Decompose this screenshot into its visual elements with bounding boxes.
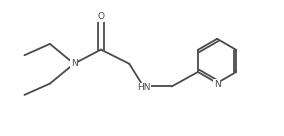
Text: HN: HN	[137, 83, 150, 92]
Text: N: N	[71, 59, 77, 68]
Text: O: O	[97, 13, 105, 21]
Text: N: N	[214, 80, 220, 89]
